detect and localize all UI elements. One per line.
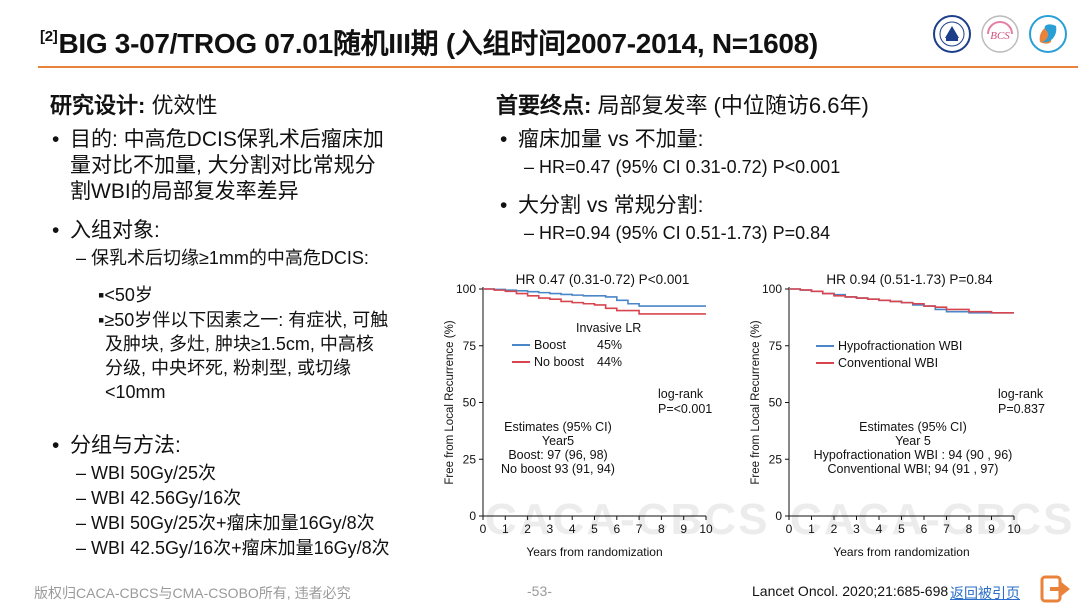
- x-tick-label: 9: [988, 522, 995, 536]
- y-tick-label: 25: [463, 452, 477, 466]
- svg-text:BCS: BCS: [990, 30, 1010, 42]
- boost-hr: – HR=0.47 (95% CI 0.31-0.72) P<0.001: [524, 157, 841, 177]
- km-chart-boost-svg: 0 25 50 75 100 0 1 2 3 4 5 6 7 8 9 10 Years from randomi…: [444, 272, 713, 559]
- y-tick-label: 0: [469, 509, 476, 523]
- fractionation-hr: – HR=0.94 (95% CI 0.51-1.73) P=0.84: [524, 223, 831, 243]
- legend-label: No boost: [534, 355, 585, 369]
- reference-marker: [2]: [40, 28, 58, 45]
- y-tick-label: 25: [769, 452, 783, 466]
- x-tick-label: 0: [786, 522, 793, 536]
- x-tick-label: 6: [613, 522, 620, 536]
- legend-label: Conventional WBI: [838, 356, 938, 370]
- copyright-notice: 版权归CACA-CBCS与CMA-CSOBO所有, 违者必究: [34, 585, 351, 601]
- citation: Lancet Oncol. 2020;21:685-698: [752, 583, 949, 599]
- x-tick-label: 1: [808, 522, 815, 536]
- x-tick-label: 2: [524, 522, 531, 536]
- page-number: -53-: [527, 583, 552, 599]
- estimates-text: Boost: 97 (96, 98): [508, 448, 607, 462]
- estimates-text: Estimates (95% CI): [859, 420, 967, 434]
- x-tick-label: 7: [636, 522, 643, 536]
- series-line-1: [483, 288, 706, 315]
- logrank-text: log-rank: [658, 387, 704, 401]
- arm-item: – WBI 42.56Gy/16次: [76, 488, 242, 508]
- page-title: [2]BIG 3-07/TROG 07.01随机III期 (入组时间2007-2…: [40, 22, 818, 62]
- estimates-text: Year 5: [895, 434, 931, 448]
- y-tick-label: 50: [769, 396, 783, 410]
- x-tick-label: 4: [876, 522, 883, 536]
- arm-item: – WBI 42.5Gy/16次+瘤床加量16Gy/8次: [76, 538, 390, 558]
- x-tick-label: 10: [699, 522, 713, 536]
- purpose-bullet: • 目的: 中高危DCIS保乳术后瘤床加 量对比不加量, 大分割对比常规分 割W…: [52, 128, 384, 203]
- criteria-item: ▪≥50岁伴以下因素之一: 有症状, 可触 及肿块, 多灶, 肿块≥1.5cm,…: [98, 310, 389, 402]
- watermark: CACA-CBCS: [790, 495, 1075, 544]
- legend-label: Hypofractionation WBI: [838, 339, 962, 353]
- estimates-text: No boost 93 (91, 94): [501, 462, 615, 476]
- y-tick-label: 50: [463, 396, 477, 410]
- logrank-text: P=<0.001: [658, 402, 712, 416]
- estimates-text: Estimates (95% CI): [504, 420, 612, 434]
- exit-arrow-icon[interactable]: [1040, 575, 1072, 603]
- logo-group: BCS: [932, 14, 1068, 54]
- x-axis-label: Years from randomization: [526, 545, 662, 559]
- y-tick-label: 100: [456, 282, 476, 296]
- km-chart-fractionation: 0 25 50 75 100 0 1 2 3 4 5 6 7 8 9 10 Years from randomi…: [746, 265, 1066, 570]
- y-axis-label: Free from Local Recurrence (%): [444, 320, 456, 484]
- bcs-logo: BCS: [981, 15, 1019, 53]
- x-axis-label: Years from randomization: [833, 545, 969, 559]
- university-seal-logo: [933, 15, 971, 53]
- estimates-text: Hypofractionation WBI : 94 (90 , 96): [814, 448, 1013, 462]
- chart-title: HR 0.47 (0.31-0.72) P<0.001: [516, 272, 690, 287]
- x-tick-label: 2: [831, 522, 838, 536]
- x-tick-label: 7: [943, 522, 950, 536]
- legend-title: Invasive LR: [576, 321, 641, 335]
- y-tick-label: 0: [775, 509, 782, 523]
- x-tick-label: 1: [502, 522, 509, 536]
- logrank-text: P=0.837: [998, 402, 1045, 416]
- fractionation-comparison-bullet: • 大分割 vs 常规分割:: [500, 194, 704, 217]
- x-tick-label: 8: [966, 522, 973, 536]
- x-tick-label: 3: [853, 522, 860, 536]
- series-line-0: [483, 288, 706, 307]
- series-line-1: [789, 288, 1014, 314]
- legend-label: Boost: [534, 338, 566, 352]
- boost-comparison-bullet: • 瘤床加量 vs 不加量:: [500, 128, 704, 151]
- back-link[interactable]: 返回被引页: [950, 585, 1020, 601]
- x-tick-label: 9: [680, 522, 687, 536]
- title-underline: [38, 66, 1078, 68]
- arm-item: – WBI 50Gy/25次+瘤床加量16Gy/8次: [76, 513, 375, 533]
- legend-percent: 44%: [597, 355, 622, 369]
- subjects-sub: – 保乳术后切缘≥1mm的中高危DCIS:: [76, 248, 369, 268]
- watermark: CACA-CBCS: [485, 495, 770, 544]
- y-tick-label: 75: [463, 339, 477, 353]
- y-axis-label: Free from Local Recurrence (%): [750, 320, 762, 484]
- estimates-text: Year5: [542, 434, 574, 448]
- x-tick-label: 4: [569, 522, 576, 536]
- study-design-heading: 研究设计: 优效性: [50, 93, 218, 118]
- primary-endpoint-heading: 首要终点: 局部复发率 (中位随访6.6年): [496, 93, 869, 118]
- estimates-text: Conventional WBI; 94 (91 , 97): [828, 462, 999, 476]
- csobo-logo: [1029, 15, 1067, 53]
- x-tick-label: 6: [921, 522, 928, 536]
- criteria-item: ▪<50岁: [98, 285, 153, 305]
- x-tick-label: 10: [1007, 522, 1021, 536]
- y-tick-label: 100: [762, 282, 782, 296]
- chart-title: HR 0.94 (0.51-1.73) P=0.84: [826, 272, 993, 287]
- subjects-bullet: • 入组对象:: [52, 219, 160, 242]
- arm-item: – WBI 50Gy/25次: [76, 463, 217, 483]
- km-chart-fractionation-svg: 0 25 50 75 100 0 1 2 3 4 5 6 7 8 9 10 Years from randomi…: [750, 272, 1045, 559]
- x-tick-label: 8: [658, 522, 665, 536]
- y-tick-label: 75: [769, 339, 783, 353]
- x-tick-label: 0: [480, 522, 487, 536]
- legend-percent: 45%: [597, 338, 622, 352]
- x-tick-label: 3: [547, 522, 554, 536]
- km-chart-boost: 0 25 50 75 100 0 1 2 3 4 5 6 7 8 9 10 Years from randomi…: [440, 265, 730, 570]
- logrank-text: log-rank: [998, 387, 1044, 401]
- x-tick-label: 5: [591, 522, 598, 536]
- x-tick-label: 5: [898, 522, 905, 536]
- groups-bullet: • 分组与方法:: [52, 434, 181, 457]
- page-title-text: BIG 3-07/TROG 07.01随机III期 (入组时间2007-2014…: [58, 28, 818, 59]
